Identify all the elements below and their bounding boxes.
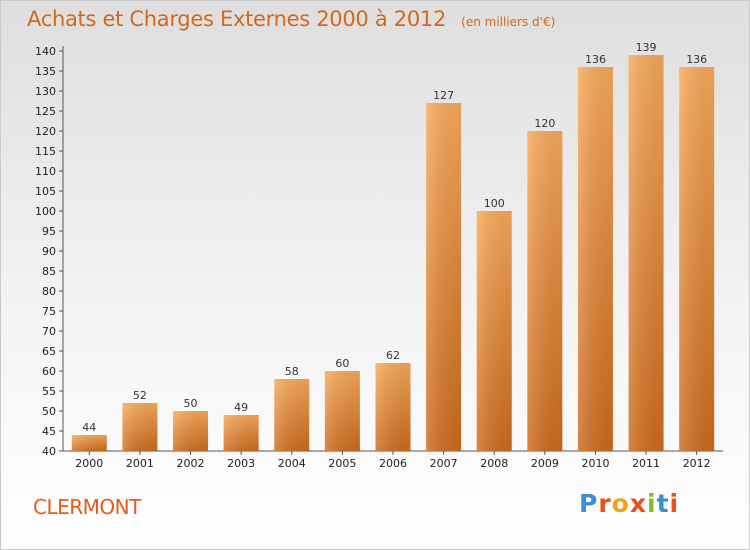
bar-shade-2005 xyxy=(324,371,360,451)
y-tick-label: 135 xyxy=(35,65,56,78)
data-label-2004: 58 xyxy=(285,365,299,378)
bar-shade-2000 xyxy=(71,435,107,451)
x-tick-label: 2010 xyxy=(581,457,609,470)
brand-letter: P xyxy=(579,489,599,518)
x-tick-label: 2004 xyxy=(278,457,306,470)
bar-shade-2006 xyxy=(375,363,411,451)
x-tick-label: 2006 xyxy=(379,457,407,470)
y-tick-label: 60 xyxy=(42,365,56,378)
y-tick-label: 45 xyxy=(42,425,56,438)
data-label-2008: 100 xyxy=(484,197,505,210)
y-tick-label: 90 xyxy=(42,245,56,258)
brand-letter: o xyxy=(611,489,630,518)
brand-letter: r xyxy=(598,489,612,518)
brand-letter: i xyxy=(669,489,680,518)
data-label-2010: 136 xyxy=(585,53,606,66)
y-tick-label: 80 xyxy=(42,285,56,298)
bar-shade-2002 xyxy=(173,411,209,451)
data-label-2012: 136 xyxy=(686,53,707,66)
y-tick-label: 40 xyxy=(42,445,56,458)
bar-shade-2003 xyxy=(223,415,259,451)
y-tick-label: 50 xyxy=(42,405,56,418)
title-row: Achats et Charges Externes 2000 à 2012 (… xyxy=(27,7,555,31)
bar-shade-2008 xyxy=(476,211,512,451)
x-tick-label: 2009 xyxy=(531,457,559,470)
y-tick-label: 100 xyxy=(35,205,56,218)
data-label-2007: 127 xyxy=(433,89,454,102)
data-label-2005: 60 xyxy=(335,357,349,370)
x-tick-label: 2012 xyxy=(683,457,711,470)
y-tick-label: 140 xyxy=(35,45,56,58)
bar-shade-2010 xyxy=(577,67,613,451)
brand-letter: i xyxy=(647,489,657,518)
y-tick-label: 70 xyxy=(42,325,56,338)
y-tick-label: 115 xyxy=(35,145,56,158)
y-tick-label: 120 xyxy=(35,125,56,138)
data-label-2006: 62 xyxy=(386,349,400,362)
y-tick-label: 55 xyxy=(42,385,56,398)
data-labels: 44 52 50 49 58 60 62 127 100 120 136 139 136 xyxy=(82,41,707,434)
y-tick-label: 75 xyxy=(42,305,56,318)
city-name: CLERMONT xyxy=(33,495,141,519)
axes: 40 45 50 55 60 65 70 75 80 85 90 95 100 105 110 115 120 1… xyxy=(35,45,723,470)
data-label-2003: 49 xyxy=(234,401,248,414)
x-tick-label: 2011 xyxy=(632,457,660,470)
bar-shade-2012 xyxy=(679,67,715,451)
bar-shade-2001 xyxy=(122,403,158,451)
y-tick-label: 85 xyxy=(42,265,56,278)
bar-shade-2011 xyxy=(628,55,664,451)
chart-subtitle: (en milliers d'€) xyxy=(461,15,556,29)
y-tick-label: 65 xyxy=(42,345,56,358)
x-tick-label: 2002 xyxy=(177,457,205,470)
brand-letter: x xyxy=(629,489,647,518)
bar-shade-2009 xyxy=(527,131,563,451)
bar-shade-2007 xyxy=(426,103,462,451)
bar-shade-2004 xyxy=(274,379,310,451)
data-label-2002: 50 xyxy=(184,397,198,410)
chart-title: Achats et Charges Externes 2000 à 2012 xyxy=(27,7,447,31)
y-tick-label: 125 xyxy=(35,105,56,118)
y-tick-label: 95 xyxy=(42,225,56,238)
x-tick-label: 2001 xyxy=(126,457,154,470)
y-tick-label: 130 xyxy=(35,85,56,98)
x-tick-label: 2007 xyxy=(430,457,458,470)
data-label-2000: 44 xyxy=(82,421,96,434)
x-tick-label: 2008 xyxy=(480,457,508,470)
data-label-2001: 52 xyxy=(133,389,147,402)
data-label-2011: 139 xyxy=(636,41,657,54)
data-label-2009: 120 xyxy=(534,117,555,130)
y-tick-label: 110 xyxy=(35,165,56,178)
x-tick-label: 2005 xyxy=(328,457,356,470)
brand-letter: t xyxy=(656,489,670,518)
y-tick-label: 105 xyxy=(35,185,56,198)
proxiti-logo: Proxiti xyxy=(579,489,679,518)
bars xyxy=(71,55,715,451)
x-tick-label: 2000 xyxy=(75,457,103,470)
x-tick-label: 2003 xyxy=(227,457,255,470)
